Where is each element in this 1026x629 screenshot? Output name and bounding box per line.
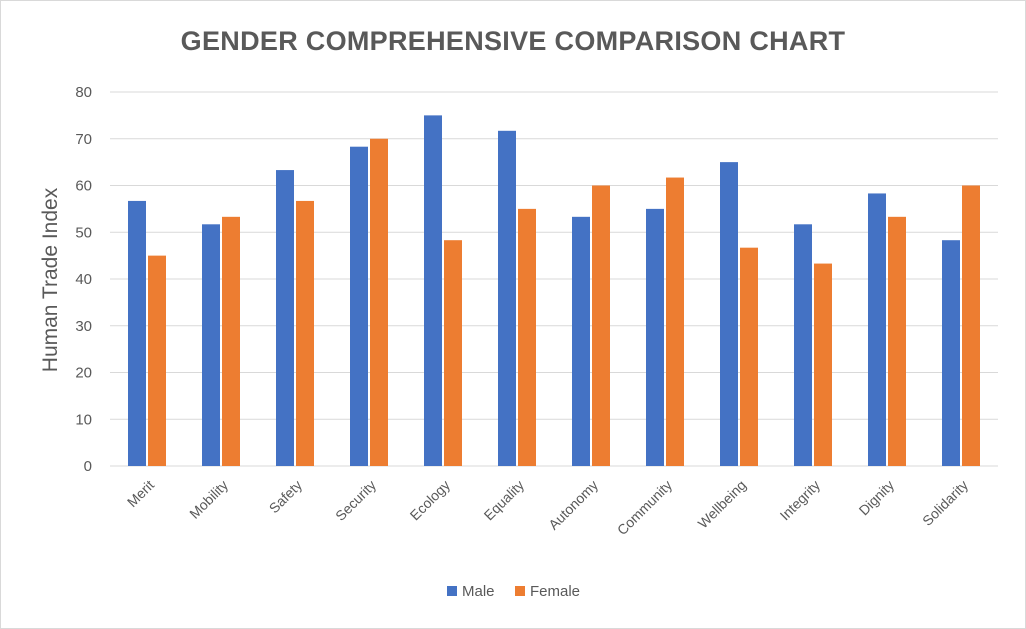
- chart-title: GENDER COMPREHENSIVE COMPARISON CHART: [180, 26, 846, 56]
- y-ticks: 0 10 20 30 40 50 60 70 80: [75, 84, 92, 475]
- bar-female-community: [666, 177, 684, 467]
- x-category-label: Wellbeing: [695, 477, 750, 532]
- bar-female-merit: [148, 255, 166, 466]
- y-tick-label: 0: [84, 458, 92, 475]
- bar-male-merit: [128, 200, 146, 467]
- bar-male-security: [350, 146, 368, 466]
- x-category-label: Safety: [266, 477, 305, 516]
- bar-female-autonomy: [592, 185, 610, 466]
- bar-female-ecology: [444, 240, 462, 466]
- y-tick-label: 80: [75, 84, 92, 101]
- bar-female-solidarity: [962, 185, 980, 466]
- bars: [128, 115, 980, 467]
- bar-male-dignity: [868, 193, 886, 466]
- bar-male-equality: [498, 130, 516, 467]
- bar-male-safety: [276, 170, 294, 466]
- bar-female-equality: [518, 208, 536, 466]
- bar-female-dignity: [888, 216, 906, 466]
- x-category-label: Equality: [481, 477, 528, 524]
- bar-male-solidarity: [942, 240, 960, 466]
- bar-male-wellbeing: [720, 162, 738, 466]
- x-category-labels: Merit Mobility Safety Security Ecology Equali…: [124, 477, 971, 538]
- y-axis-label: Human Trade Index: [39, 187, 62, 372]
- x-category-label: Ecology: [407, 477, 454, 524]
- bar-female-safety: [296, 200, 314, 467]
- bar-female-mobility: [222, 216, 240, 466]
- y-tick-label: 40: [75, 271, 92, 288]
- legend-swatch-male: [447, 586, 457, 596]
- bar-female-integrity: [814, 263, 832, 466]
- x-category-label: Merit: [124, 477, 157, 510]
- y-tick-label: 50: [75, 224, 92, 241]
- gridlines: [110, 91, 998, 467]
- bar-male-ecology: [424, 115, 442, 466]
- legend: Male Female: [447, 583, 580, 600]
- bar-male-autonomy: [572, 216, 590, 466]
- legend-swatch-female: [515, 586, 525, 596]
- bar-female-wellbeing: [740, 247, 758, 466]
- bar-male-community: [646, 208, 664, 466]
- x-category-label: Security: [332, 477, 379, 524]
- x-category-label: Community: [614, 477, 675, 538]
- y-tick-label: 70: [75, 131, 92, 148]
- x-category-label: Mobility: [186, 477, 231, 522]
- y-tick-label: 30: [75, 318, 92, 335]
- y-tick-label: 60: [75, 178, 92, 195]
- bar-male-mobility: [202, 224, 220, 466]
- bar-male-integrity: [794, 224, 812, 466]
- legend-label-female: Female: [530, 583, 580, 600]
- x-category-label: Autonomy: [545, 477, 601, 533]
- x-category-label: Dignity: [856, 477, 898, 519]
- bar-female-security: [370, 138, 388, 466]
- y-tick-label: 10: [75, 411, 92, 428]
- legend-label-male: Male: [462, 583, 495, 600]
- x-category-label: Integrity: [777, 477, 824, 524]
- x-category-label: Solidarity: [919, 477, 971, 529]
- y-tick-label: 20: [75, 365, 92, 382]
